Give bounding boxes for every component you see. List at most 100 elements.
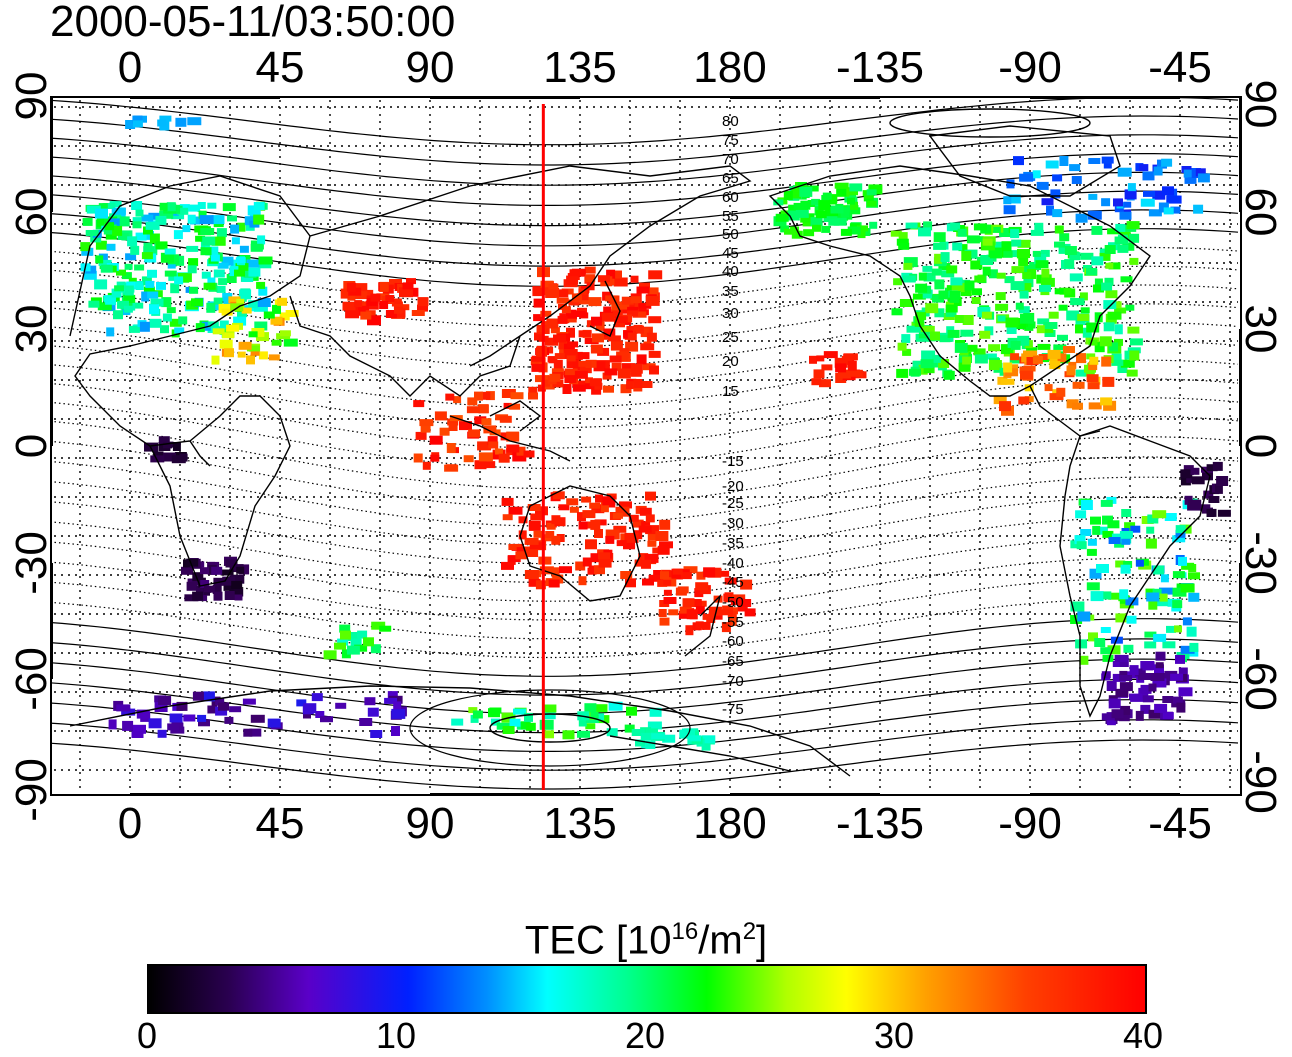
tec-cell (682, 598, 695, 608)
tec-cell (116, 269, 126, 276)
tec-cell (585, 723, 596, 730)
tec-cell (703, 567, 716, 578)
tec-cell (828, 218, 840, 226)
colorbar-title-unit-exponent: 2 (742, 918, 757, 945)
tec-cell (1155, 651, 1166, 661)
tec-cell (1134, 668, 1146, 677)
tec-cell (632, 300, 642, 311)
tec-cell (590, 711, 599, 719)
tec-cell (1087, 538, 1097, 546)
tec-cell (563, 349, 578, 359)
tec-cell (620, 384, 632, 394)
tec-cell (605, 295, 619, 302)
tec-cell (223, 582, 234, 591)
lon-label-bottom: 135 (543, 799, 617, 848)
tec-cell (1146, 592, 1160, 602)
tec-cell (296, 699, 307, 707)
mag-lat-label: 50 (722, 226, 739, 243)
tec-cell (230, 574, 245, 584)
tec-cell (949, 294, 960, 303)
tec-cell (981, 311, 992, 319)
tec-cell (1024, 320, 1034, 331)
tec-cell (713, 595, 723, 603)
tec-cell (834, 182, 849, 189)
tec-cell (528, 392, 538, 400)
tec-cell (686, 609, 698, 620)
tec-cell (799, 186, 813, 197)
tec-cell (952, 242, 963, 251)
tec-cell (135, 232, 147, 241)
lat-label-left: 0 (7, 433, 56, 459)
tec-cell (582, 557, 592, 567)
tec-cell (207, 202, 217, 209)
tec-cell (540, 310, 552, 317)
tec-cell (315, 711, 325, 718)
tec-cell (434, 411, 447, 421)
tec-cell (960, 290, 972, 297)
tec-cell (890, 230, 902, 237)
tec-cell (626, 706, 637, 716)
tec-cell (502, 514, 513, 521)
tec-cell (566, 327, 575, 338)
tec-cell (616, 351, 629, 361)
tec-cell (1178, 556, 1187, 566)
tec-map: 8075706560555045403530252015-15-20-25-30… (50, 96, 1242, 796)
tec-cell (1114, 206, 1124, 213)
tec-cell (1153, 633, 1167, 642)
tec-cell (211, 215, 225, 225)
tec-cell (1032, 170, 1041, 179)
tec-cell (181, 566, 193, 575)
tec-cell (578, 576, 587, 586)
tec-cell (1066, 310, 1080, 321)
tec-cell (229, 706, 242, 713)
tec-cell (636, 354, 647, 365)
tec-cell (525, 722, 536, 731)
tec-cell (191, 298, 203, 307)
tec-cell (474, 460, 487, 470)
tec-cell (258, 286, 268, 296)
tec-cell (202, 236, 216, 246)
mag-lat-label: -55 (722, 614, 744, 631)
tec-cell (164, 270, 177, 277)
tec-cell (1119, 675, 1133, 681)
tec-cell (575, 352, 590, 360)
tec-cell (1197, 173, 1210, 183)
tec-cell (1049, 356, 1058, 366)
tec-cell (1121, 538, 1131, 545)
tec-cell (187, 265, 197, 274)
tec-cell (803, 229, 815, 237)
tec-cell (124, 285, 134, 296)
tec-cell (399, 287, 413, 298)
tec-cell (199, 215, 214, 225)
tec-cell (210, 236, 225, 245)
tec-cell (1094, 312, 1103, 323)
tec-cell (1142, 663, 1154, 671)
tec-cell (227, 215, 237, 222)
tec-cell (897, 342, 907, 351)
tec-cell (552, 379, 564, 388)
tec-cell (211, 566, 223, 575)
tec-cell (133, 115, 143, 122)
tec-cell (1107, 645, 1121, 655)
tec-cell (506, 444, 520, 453)
tec-cell (210, 254, 220, 262)
mag-lat-label: -75 (722, 701, 744, 718)
tec-cell (775, 213, 789, 222)
tec-cell (1055, 353, 1067, 363)
tec-cell (187, 214, 196, 224)
tec-cell (1019, 173, 1034, 182)
tec-cell (742, 599, 752, 607)
tec-cell (1077, 611, 1091, 622)
tec-cell (1154, 664, 1164, 674)
tec-cell (545, 337, 558, 346)
tec-cell (85, 265, 97, 274)
tec-cell (1123, 561, 1133, 568)
tec-cell (124, 263, 133, 270)
tec-cell (633, 379, 643, 388)
tec-cell (1017, 249, 1030, 258)
tec-cell (821, 225, 831, 233)
lat-label-left: -90 (7, 758, 56, 822)
tec-cell (1015, 302, 1024, 310)
tec-cell (1010, 353, 1020, 361)
tec-cell (379, 281, 389, 292)
